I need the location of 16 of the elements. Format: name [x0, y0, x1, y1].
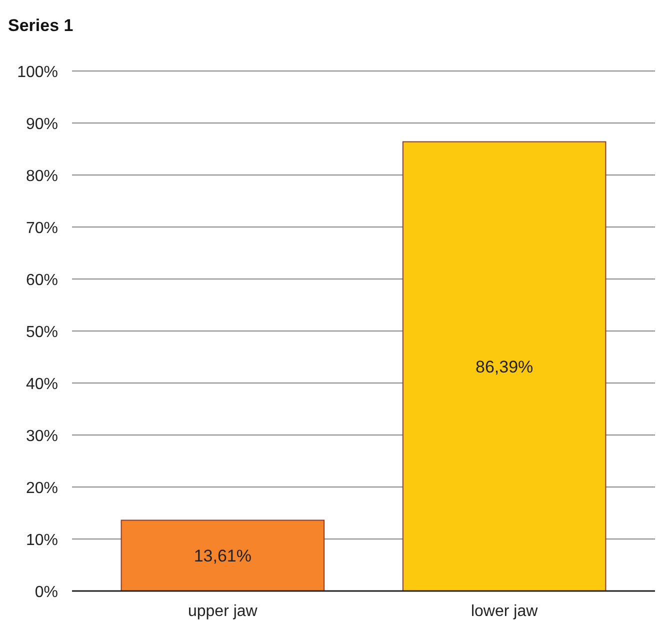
y-tick-label: 80%: [26, 168, 58, 185]
y-tick-label: 30%: [26, 428, 58, 445]
data-label: 13,61%: [194, 546, 252, 566]
y-tick-label: 90%: [26, 116, 58, 133]
y-tick-label: 10%: [26, 532, 58, 549]
data-label: 86,39%: [475, 357, 534, 376]
y-tick-label: 50%: [26, 324, 58, 341]
y-tick-label: 70%: [26, 220, 58, 237]
chart-title: Series 1: [8, 16, 74, 35]
y-tick-label: 60%: [26, 272, 58, 289]
y-tick-label: 100%: [17, 64, 58, 81]
y-tick-label: 20%: [26, 480, 58, 497]
y-tick-label: 40%: [26, 376, 58, 393]
y-tick-label: 0%: [34, 584, 58, 601]
x-tick-label: lower jaw: [470, 603, 538, 620]
x-tick-label: upper jaw: [188, 603, 258, 620]
